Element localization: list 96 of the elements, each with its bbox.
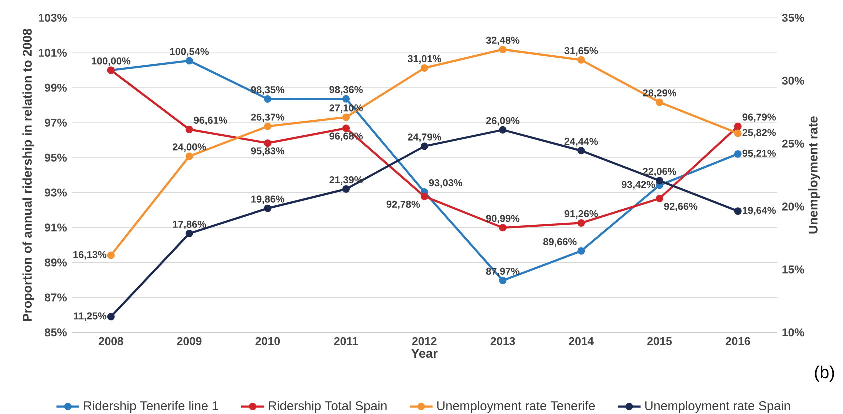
point bbox=[107, 313, 115, 321]
point bbox=[578, 247, 586, 255]
data-label: 96,79% bbox=[742, 114, 776, 122]
y2-axis-title: Unemployment rate bbox=[808, 116, 820, 234]
data-label: 17,86% bbox=[173, 220, 206, 230]
point bbox=[734, 130, 742, 138]
legend-label: Unemployment rate Tenerife bbox=[438, 401, 596, 413]
x-tick-label: 2016 bbox=[726, 337, 750, 346]
point bbox=[342, 114, 350, 122]
y2-tick-label: 30% bbox=[782, 76, 804, 85]
data-label: 100,00% bbox=[92, 58, 131, 66]
data-label: 31,65% bbox=[564, 47, 598, 56]
data-label: 93,03% bbox=[429, 179, 463, 188]
point bbox=[264, 204, 272, 212]
point bbox=[656, 195, 664, 202]
point bbox=[264, 122, 272, 130]
y2-tick-label: 20% bbox=[782, 202, 804, 211]
y-axis-title: Proportion of annual ridership in relation to 2008 bbox=[22, 28, 34, 322]
data-label: 25,82% bbox=[742, 129, 776, 138]
y2-tick-label: 10% bbox=[782, 328, 804, 337]
y-tick-label: 91% bbox=[45, 224, 68, 232]
text: (b) bbox=[815, 366, 834, 382]
x-tick-label: 2008 bbox=[98, 337, 124, 346]
x-tick-label: 2009 bbox=[177, 337, 202, 346]
point bbox=[420, 142, 428, 150]
data-label: 89,66% bbox=[544, 238, 577, 247]
x-tick-label: 2014 bbox=[569, 337, 594, 346]
point bbox=[499, 224, 507, 232]
y-tick-label: 103% bbox=[39, 14, 68, 22]
data-label: 91,26% bbox=[564, 210, 598, 219]
y-tick-label: 101% bbox=[39, 48, 68, 57]
x-tick-label: 2013 bbox=[490, 337, 516, 346]
y-tick-label: 87% bbox=[44, 294, 68, 302]
x-tick-label: 2012 bbox=[412, 337, 437, 346]
data-label: 100,54% bbox=[170, 48, 210, 57]
data-label: 95,21% bbox=[742, 150, 776, 158]
point bbox=[656, 98, 664, 106]
point bbox=[186, 152, 194, 160]
y2-tick-label: 35% bbox=[782, 14, 804, 22]
x-tick-label: 2015 bbox=[648, 337, 672, 346]
point bbox=[578, 147, 586, 155]
point bbox=[342, 186, 350, 194]
point bbox=[499, 277, 507, 284]
data-label: 93,42% bbox=[622, 181, 656, 190]
legend-label: Ridership Tenerife line 1 bbox=[84, 401, 218, 413]
data-label: 98,35% bbox=[251, 86, 285, 96]
point bbox=[342, 124, 350, 132]
y2-tick-label: 25% bbox=[782, 140, 804, 148]
data-label: 19,86% bbox=[252, 196, 285, 204]
data-label: 96,61% bbox=[194, 116, 228, 126]
point bbox=[186, 57, 194, 65]
y-tick-label: 95% bbox=[45, 154, 68, 162]
data-label: 28,29% bbox=[643, 90, 676, 98]
point bbox=[264, 96, 272, 104]
data-label: 32,48% bbox=[486, 36, 520, 46]
point bbox=[578, 219, 586, 227]
data-label: 92,66% bbox=[664, 203, 698, 212]
legend-label: Unemployment rate Spain bbox=[646, 401, 790, 413]
point bbox=[499, 126, 507, 134]
data-label: 26,37% bbox=[251, 114, 285, 122]
data-label: 90,99% bbox=[486, 215, 520, 224]
point bbox=[734, 150, 742, 158]
y-tick-label: 99% bbox=[45, 84, 68, 92]
y2-tick-label: 15% bbox=[782, 266, 804, 274]
point bbox=[499, 46, 507, 54]
data-label: 92,78% bbox=[386, 200, 420, 210]
data-label: 11,25% bbox=[74, 312, 107, 322]
point bbox=[264, 140, 272, 148]
point bbox=[734, 208, 742, 216]
x-axis-title: Year bbox=[411, 349, 438, 358]
point bbox=[342, 95, 350, 103]
data-label: 98,36% bbox=[330, 86, 363, 95]
y-tick-label: 93% bbox=[45, 188, 68, 197]
data-label: 19,64% bbox=[743, 207, 776, 216]
data-label: 24,00% bbox=[172, 144, 206, 152]
point bbox=[578, 56, 586, 64]
point bbox=[420, 64, 428, 72]
x-tick-label: 2011 bbox=[334, 337, 358, 346]
x-tick-label: 2010 bbox=[256, 337, 280, 346]
point bbox=[107, 252, 115, 260]
point bbox=[656, 177, 664, 185]
data-label: 31,01% bbox=[408, 55, 442, 64]
y-tick-label: 85% bbox=[44, 328, 68, 337]
data-label: 95,83% bbox=[251, 148, 285, 156]
point bbox=[186, 230, 194, 238]
point bbox=[420, 192, 428, 200]
point bbox=[734, 122, 742, 130]
data-label: 16,13% bbox=[74, 251, 107, 260]
y-tick-label: 97% bbox=[45, 118, 68, 127]
data-label: 24,79% bbox=[408, 134, 442, 142]
data-label: 24,44% bbox=[564, 138, 598, 147]
data-label: 26,09% bbox=[486, 117, 520, 126]
point bbox=[186, 126, 194, 134]
y-tick-label: 89% bbox=[44, 258, 68, 267]
data-label: 22,06% bbox=[643, 168, 676, 177]
legend-label: Ridership Total Spain bbox=[269, 401, 387, 413]
